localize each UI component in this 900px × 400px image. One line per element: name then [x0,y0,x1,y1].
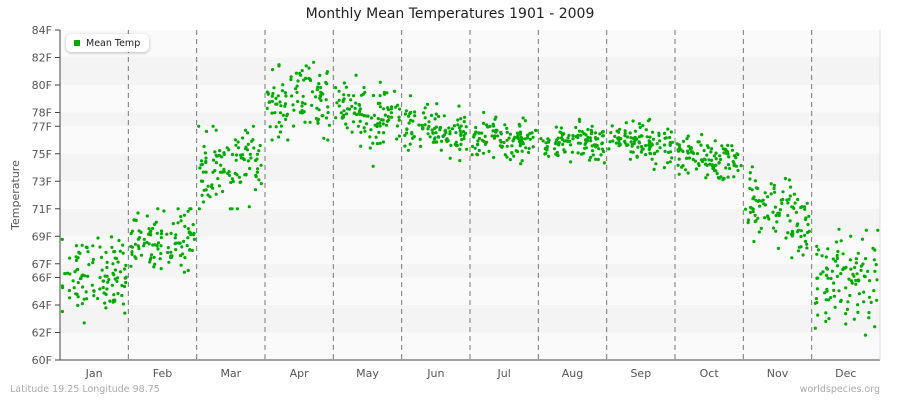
chart-title: Monthly Mean Temperatures 1901 - 2009 [305,6,595,22]
y-axis-label: Temperature [9,160,22,231]
source-footer: worldspecies.org [799,384,880,395]
y-tick-label: 71F [32,203,52,216]
y-tick-label: 64F [32,299,52,312]
y-tick-label: 60F [32,354,52,367]
x-tick-label: Nov [767,367,789,380]
y-tick-label: 82F [32,52,52,65]
data-points [60,60,880,337]
y-tick-label: 62F [32,327,52,340]
x-tick-label: Jan [85,367,103,380]
y-tick-label: 73F [32,175,52,188]
y-tick-label: 69F [32,230,52,243]
x-tick-label: Apr [290,367,310,380]
legend: Mean Temp [66,34,150,52]
x-tick-label: Oct [700,367,720,380]
x-tick-label: Feb [153,367,172,380]
coordinates-footer: Latitude 19.25 Longitude 98.75 [10,384,160,395]
x-tick-label: Sep [630,367,651,380]
x-tick-label: Jul [497,367,511,380]
x-tick-label: Mar [220,367,241,380]
y-tick-label: 66F [32,272,52,285]
x-axis-labels: Jan Feb Mar Apr May Jun Jul Aug Sep Oct Nov Dec [85,367,857,380]
y-tick-label: 67F [32,258,52,271]
y-tick-label: 78F [32,107,52,120]
y-tick-label: 77F [32,120,52,133]
month-separators [127,30,813,360]
y-tick-label: 84F [32,24,52,37]
y-tick-label: 80F [32,79,52,92]
legend-swatch [74,40,80,46]
x-tick-label: Dec [835,367,856,380]
x-tick-label: May [356,367,379,380]
y-tick-label: 75F [32,148,52,161]
legend-label: Mean Temp [86,37,141,49]
x-tick-label: Aug [562,367,583,380]
x-tick-label: Jun [426,367,444,380]
